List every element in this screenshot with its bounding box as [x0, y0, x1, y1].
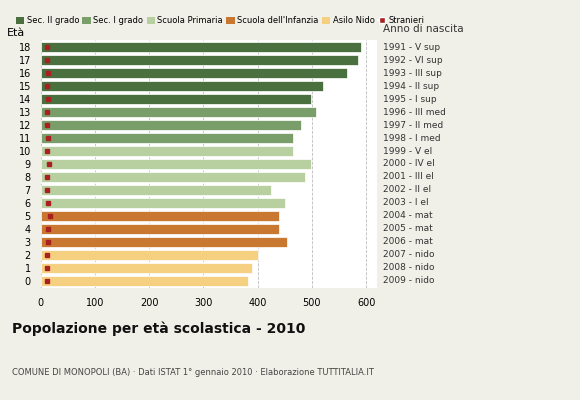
Text: 1992 - VI sup: 1992 - VI sup [383, 56, 443, 65]
Bar [41, 236, 288, 247]
Text: 1999 - V el: 1999 - V el [383, 146, 432, 156]
Text: 1991 - V sup: 1991 - V sup [383, 43, 440, 52]
Text: 2001 - III el: 2001 - III el [383, 172, 434, 182]
Text: COMUNE DI MONOPOLI (BA) · Dati ISTAT 1° gennaio 2010 · Elaborazione TUTTITALIA.I: COMUNE DI MONOPOLI (BA) · Dati ISTAT 1° … [12, 368, 374, 377]
Bar [41, 55, 358, 66]
Text: 2006 - mat: 2006 - mat [383, 238, 433, 246]
Bar [41, 185, 271, 195]
Text: Popolazione per età scolastica - 2010: Popolazione per età scolastica - 2010 [12, 322, 305, 336]
Bar [41, 120, 301, 130]
Bar [41, 211, 280, 221]
Text: 1993 - III sup: 1993 - III sup [383, 69, 442, 78]
Text: 1998 - I med: 1998 - I med [383, 134, 440, 142]
Bar [41, 146, 293, 156]
Text: 2008 - nido: 2008 - nido [383, 263, 434, 272]
Text: 2005 - mat: 2005 - mat [383, 224, 433, 234]
Bar [41, 42, 361, 52]
Text: 2003 - I el: 2003 - I el [383, 198, 429, 208]
Bar [41, 198, 285, 208]
Text: 2004 - mat: 2004 - mat [383, 212, 433, 220]
Bar [41, 81, 322, 92]
Bar [41, 172, 306, 182]
Text: 1996 - III med: 1996 - III med [383, 108, 445, 116]
Text: 2000 - IV el: 2000 - IV el [383, 160, 434, 168]
Legend: Sec. II grado, Sec. I grado, Scuola Primaria, Scuola dell'Infanzia, Asilo Nido, : Sec. II grado, Sec. I grado, Scuola Prim… [16, 16, 425, 25]
Text: Anno di nascita: Anno di nascita [383, 24, 463, 34]
Text: 2002 - II el: 2002 - II el [383, 186, 431, 194]
Bar [41, 276, 248, 286]
Text: 1994 - II sup: 1994 - II sup [383, 82, 439, 90]
Bar [41, 250, 258, 260]
Bar [41, 224, 280, 234]
Bar [41, 159, 311, 169]
Text: 1995 - I sup: 1995 - I sup [383, 94, 436, 104]
Text: 2009 - nido: 2009 - nido [383, 276, 434, 285]
Bar [41, 133, 293, 143]
Bar [41, 262, 252, 273]
Text: 1997 - II med: 1997 - II med [383, 120, 443, 130]
Text: Età: Età [7, 28, 25, 38]
Bar [41, 107, 316, 117]
Text: 2007 - nido: 2007 - nido [383, 250, 434, 259]
Bar [41, 68, 347, 78]
Bar [41, 94, 311, 104]
